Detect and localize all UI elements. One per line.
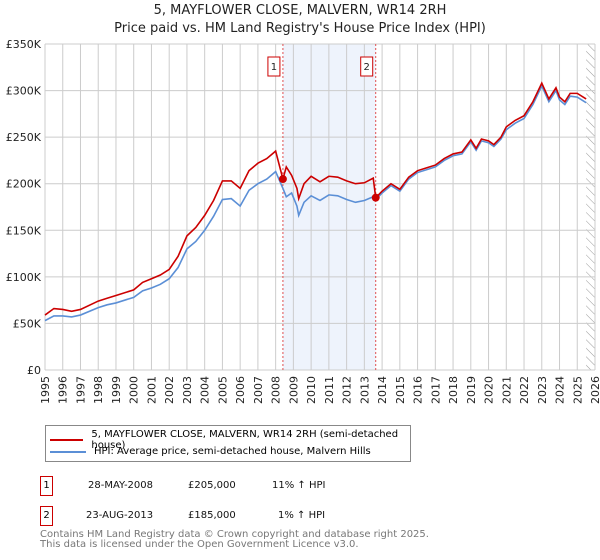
x-tick-label: 2001 <box>145 376 158 404</box>
price-chart: 1995 1996 1997 1998 1999 2000 2001 2002 2003 2004… <box>6 38 600 404</box>
y-tick-label: £200K <box>6 178 42 191</box>
sale-label: 2 <box>364 62 370 73</box>
y-tick-label: £350K <box>6 38 42 51</box>
x-tick-label: 2009 <box>287 376 300 404</box>
x-tick-label: 2017 <box>429 376 442 404</box>
sale-marker-box: 2 <box>40 506 53 526</box>
x-tick-label: 2019 <box>465 376 478 404</box>
legend-label: 5, MAYFLOWER CLOSE, MALVERN, WR14 2RH (s… <box>91 429 399 451</box>
sale-hpi-diff: 1% ↑ HPI <box>278 510 326 521</box>
x-tick-label: 2020 <box>483 376 496 404</box>
legend-label: HPI: Average price, semi-detached house,… <box>94 446 371 457</box>
forecast-hatch <box>586 44 595 370</box>
x-tick-label: 2010 <box>305 376 318 404</box>
sale-price: £185,000 <box>188 510 236 521</box>
sale-label-box <box>267 56 281 77</box>
footer-copyright: Contains HM Land Registry data © Crown c… <box>40 529 429 540</box>
x-tick-label: 2011 <box>323 376 336 404</box>
chart-title: 5, MAYFLOWER CLOSE, MALVERN, WR14 2RH <box>153 3 447 18</box>
x-tick-label: 1997 <box>74 376 87 404</box>
x-tick-label: 2024 <box>554 376 567 404</box>
x-tick-label: 2012 <box>341 376 354 404</box>
y-tick-label: £250K <box>6 131 42 144</box>
y-tick-label: £0 <box>27 364 41 377</box>
sale-price: £205,000 <box>188 480 236 491</box>
x-tick-label: 2021 <box>500 376 513 404</box>
x-tick-label: 2015 <box>394 376 407 404</box>
footer: Contains HM Land Registry data © Crown c… <box>40 530 429 550</box>
x-tick-label: 2018 <box>447 376 460 404</box>
x-tick-label: 2023 <box>536 376 549 404</box>
legend: 5, MAYFLOWER CLOSE, MALVERN, WR14 2RH (s… <box>45 425 411 462</box>
legend-item-property: 5, MAYFLOWER CLOSE, MALVERN, WR14 2RH (s… <box>50 429 410 451</box>
sale-label-box <box>360 56 374 77</box>
x-tick-label: 2007 <box>252 376 265 404</box>
sale-date: 28-MAY-2008 <box>88 480 154 491</box>
x-tick-label: 1995 <box>39 376 52 404</box>
x-tick-label: 2004 <box>199 376 212 404</box>
x-tick-label: 2026 <box>589 376 600 404</box>
x-tick-label: 2000 <box>128 376 141 404</box>
x-tick-label: 2022 <box>518 376 531 404</box>
x-tick-label: 2003 <box>181 376 194 404</box>
hpi-line <box>44 84 587 322</box>
y-tick-label: £50K <box>13 317 42 330</box>
x-tick-label: 2006 <box>234 376 247 404</box>
footer-licence: This data is licensed under the Open Gov… <box>40 539 359 550</box>
x-tick-label: 1996 <box>57 376 70 404</box>
property-line <box>44 81 587 316</box>
chart-subtitle: Price paid vs. HM Land Registry's House … <box>114 21 486 36</box>
legend-swatch-red <box>50 439 84 441</box>
x-tick-label: 1999 <box>110 376 123 404</box>
x-tick-label: 1998 <box>92 376 105 404</box>
sale-point <box>371 193 380 202</box>
x-tick-label: 2013 <box>358 376 371 404</box>
legend-swatch-blue <box>50 450 86 453</box>
legend-item-hpi: HPI: Average price, semi-detached house,… <box>50 446 371 457</box>
x-tick-label: 2005 <box>216 376 229 404</box>
sale-hpi-diff: 11% ↑ HPI <box>272 480 326 491</box>
sale-marker-box: 1 <box>40 476 53 496</box>
sale-label: 1 <box>271 62 277 73</box>
y-tick-label: £150K <box>6 224 42 237</box>
x-tick-label: 2025 <box>571 376 584 404</box>
sale-date: 23-AUG-2013 <box>86 510 154 521</box>
x-tick-label: 2016 <box>412 376 425 404</box>
y-tick-label: £300K <box>6 85 42 98</box>
sale-point <box>278 175 287 184</box>
y-tick-label: £100K <box>6 271 42 284</box>
x-tick-label: 2008 <box>270 376 283 404</box>
x-tick-label: 2002 <box>163 376 176 404</box>
x-tick-label: 2014 <box>376 376 389 404</box>
